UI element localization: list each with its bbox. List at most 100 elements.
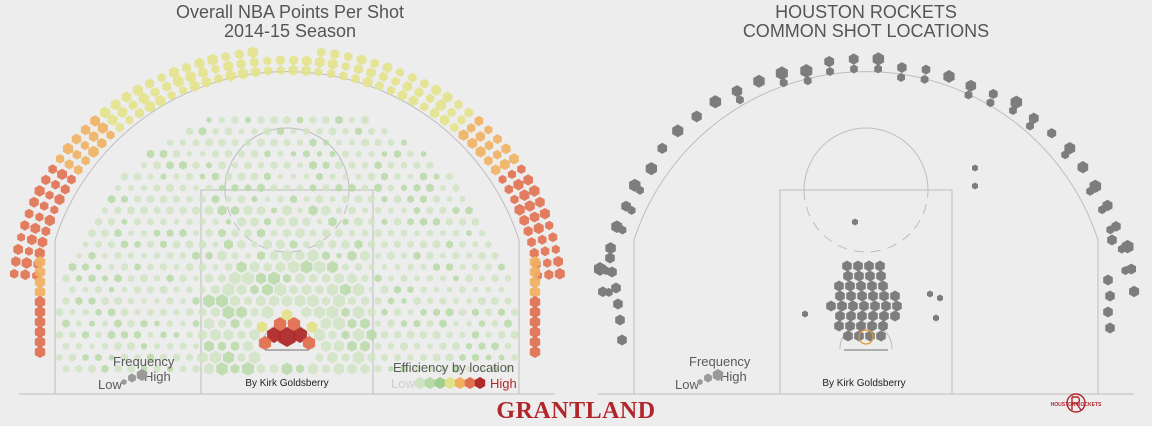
shot-hex <box>348 296 356 306</box>
shot-hex <box>478 296 486 306</box>
shot-hex <box>491 342 499 351</box>
shot-hex <box>366 329 377 341</box>
shot-hex <box>381 218 388 226</box>
shot-hex <box>414 229 420 237</box>
shot-hex <box>224 172 233 181</box>
shot-hex <box>826 300 836 312</box>
shot-hex <box>672 124 684 138</box>
shot-hex <box>134 240 141 249</box>
shot-hex <box>224 262 233 272</box>
shot-hex <box>141 252 147 259</box>
shot-hex <box>127 319 135 328</box>
shot-hex <box>186 150 193 157</box>
shot-hex <box>153 206 161 215</box>
shot-hex <box>211 194 220 204</box>
shot-hex <box>394 308 401 317</box>
shot-hex <box>352 283 365 297</box>
shot-hex <box>71 133 82 145</box>
shot-hex <box>283 228 291 238</box>
shot-hex <box>221 51 230 62</box>
efficiency-legend-title: Efficiency by location <box>393 360 514 375</box>
shot-hex <box>27 234 37 246</box>
shot-hex <box>458 129 469 141</box>
shot-hex <box>125 115 134 125</box>
chart-title-left: Overall NBA Points Per Shot <box>176 2 404 22</box>
shot-hex <box>1103 306 1113 318</box>
shot-hex <box>937 294 943 302</box>
shot-hex <box>250 284 259 295</box>
efficiency-legend-hexes <box>414 377 486 389</box>
shot-hex <box>238 149 245 158</box>
shot-hex <box>313 260 326 274</box>
shot-hex <box>242 361 254 376</box>
shot-hex <box>850 64 858 74</box>
shot-hex <box>427 365 433 373</box>
shot-hex <box>352 350 365 365</box>
shot-hex <box>414 87 424 98</box>
shot-hex <box>282 205 292 216</box>
shot-hex <box>270 138 278 147</box>
shot-hex <box>88 131 99 142</box>
shot-hex <box>179 85 187 95</box>
shot-hex <box>433 286 440 293</box>
shot-hex <box>361 161 369 169</box>
shot-hex <box>89 343 95 350</box>
shot-hex <box>367 307 376 317</box>
shot-hex <box>988 88 998 99</box>
shot-hex <box>529 326 541 338</box>
shot-hex <box>101 296 109 306</box>
shot-hex <box>361 274 369 283</box>
shot-hex <box>236 261 247 273</box>
shot-hex <box>393 330 402 339</box>
shot-hex <box>657 142 668 154</box>
shot-hex <box>206 117 212 123</box>
shot-hex <box>230 341 240 352</box>
shot-hex <box>446 217 453 226</box>
shot-hex <box>250 149 259 159</box>
shot-hex <box>326 68 336 79</box>
frequency-legend-title-right: Frequency <box>689 354 751 369</box>
shot-hex <box>484 125 493 135</box>
shot-hex <box>147 240 154 249</box>
shot-hex <box>387 297 395 305</box>
shot-hex <box>709 95 722 109</box>
shot-hex <box>274 282 287 297</box>
shot-hex <box>374 183 382 193</box>
shot-hex <box>856 280 866 292</box>
shot-hex <box>458 308 467 317</box>
shot-hex <box>431 84 441 96</box>
shot-hex <box>263 56 272 66</box>
shot-hex <box>238 128 245 135</box>
shot-hex <box>517 164 526 174</box>
shot-hex <box>464 107 474 118</box>
shot-hex <box>843 270 853 282</box>
shot-hex <box>400 229 408 237</box>
shot-hex <box>82 330 89 339</box>
shot-hex <box>1121 266 1130 276</box>
shot-hex <box>82 308 89 316</box>
shot-hex <box>529 336 541 348</box>
shot-hex <box>440 274 446 282</box>
shot-hex <box>859 300 869 312</box>
shot-hex <box>231 115 239 125</box>
shot-hex <box>276 216 285 227</box>
shot-hex <box>277 195 284 203</box>
shot-hex <box>159 194 168 204</box>
shot-hex <box>205 229 213 238</box>
shot-hex <box>258 336 272 350</box>
shot-hex <box>1098 205 1106 215</box>
frequency-legend-high-right: High <box>720 369 747 384</box>
shot-hex <box>180 139 186 147</box>
shot-hex <box>306 321 318 333</box>
shot-hex <box>256 295 266 307</box>
shot-hex <box>225 70 236 82</box>
shot-hex <box>101 228 109 238</box>
shot-hex <box>121 91 132 103</box>
shot-hex <box>511 308 518 317</box>
shot-hex <box>897 72 905 82</box>
shot-hex <box>387 342 395 350</box>
shot-hex <box>315 194 324 204</box>
shot-hex <box>445 307 454 317</box>
shot-hex <box>179 160 187 170</box>
shot-hex <box>250 216 259 227</box>
